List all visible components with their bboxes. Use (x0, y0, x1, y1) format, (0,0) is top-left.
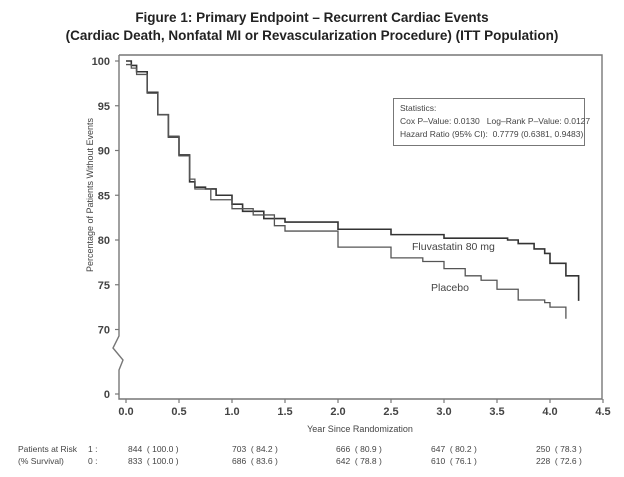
y-tick-label: 75 (98, 280, 110, 292)
risk-cell: 647 ( 80.2 ) (431, 444, 477, 454)
x-tick-label: 3.5 (489, 406, 504, 418)
annotation-fluvastatin: Fluvastatin 80 mg (412, 241, 495, 253)
y-tick-label: 85 (98, 190, 110, 202)
risk-group-0: 0 : (88, 456, 98, 466)
annotation-placebo: Placebo (431, 282, 469, 294)
statistics-heading: Statistics: (400, 103, 437, 113)
y-axis-label: Percentage of Patients Without Events (85, 117, 95, 272)
y-tick-label: 70 (98, 325, 110, 337)
risk-group-1: 1 : (88, 444, 98, 454)
risk-cell: 228 ( 72.6 ) (536, 456, 582, 466)
y-tick-label: 0 (104, 389, 110, 401)
y-tick-label: 95 (98, 101, 110, 113)
risk-cell: 642 ( 78.8 ) (336, 456, 382, 466)
chart-subtitle: (Cardiac Death, Nonfatal MI or Revascula… (65, 28, 559, 43)
risk-cell: 666 ( 80.9 ) (336, 444, 382, 454)
x-tick-label: 0.0 (118, 406, 133, 418)
x-tick-label: 1.5 (277, 406, 292, 418)
statistics-pvalues: Cox P–Value: 0.0130 Log–Rank P–Value: 0.… (400, 116, 591, 126)
x-tick-label: 2.5 (383, 406, 398, 418)
risk-cell: 686 ( 83.6 ) (232, 456, 278, 466)
plot-frame (112, 54, 603, 400)
x-tick-label: 0.5 (171, 406, 186, 418)
x-tick-label: 4.0 (542, 406, 557, 418)
chart-title: Figure 1: Primary Endpoint – Recurrent C… (135, 10, 489, 25)
y-tick-label: 90 (98, 146, 110, 158)
risk-cell: 610 ( 76.1 ) (431, 456, 477, 466)
risk-label: Patients at Risk (18, 444, 78, 454)
x-tick-label: 1.0 (224, 406, 239, 418)
risk-cell: 833 ( 100.0 ) (128, 456, 179, 466)
x-tick-label: 2.0 (330, 406, 345, 418)
x-axis-label: Year Since Randomization (307, 424, 413, 434)
risk-cell: 703 ( 84.2 ) (232, 444, 278, 454)
x-tick-label: 3.0 (436, 406, 451, 418)
risk-cell: 250 ( 78.3 ) (536, 444, 582, 454)
y-tick-label: 100 (92, 56, 110, 68)
series-line-fluvastatin (126, 60, 580, 301)
survival-label: (% Survival) (18, 456, 64, 466)
statistics-box: Statistics: Cox P–Value: 0.0130 Log–Rank… (393, 98, 591, 146)
x-tick-label: 4.5 (595, 406, 610, 418)
risk-cell: 844 ( 100.0 ) (128, 444, 179, 454)
statistics-hazard-ratio: Hazard Ratio (95% CI): 0.7779 (0.6381, 0… (400, 129, 584, 139)
series-line-placebo (126, 63, 567, 319)
y-tick-label: 80 (98, 235, 110, 247)
